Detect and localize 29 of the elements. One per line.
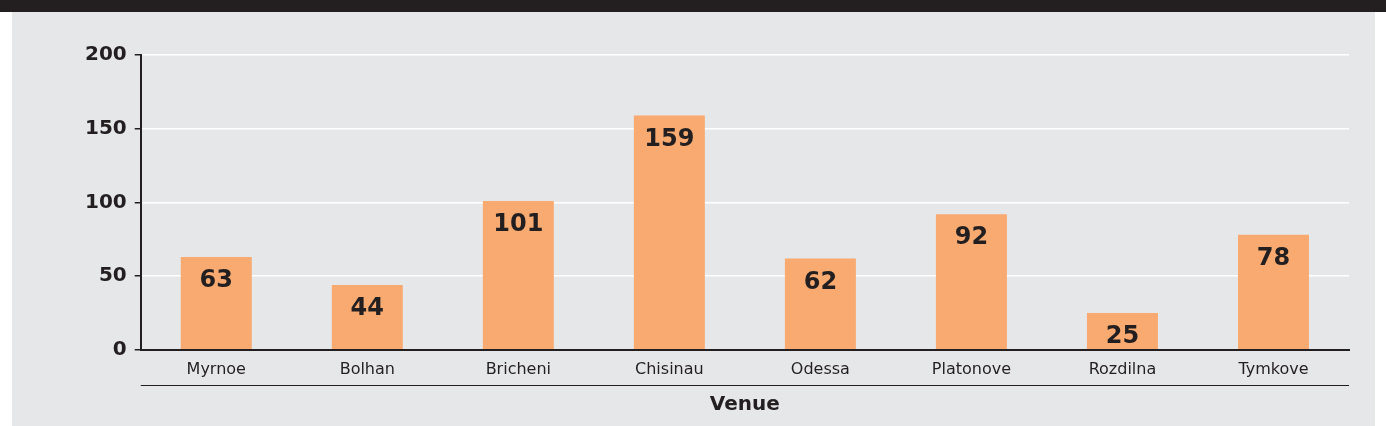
data-label: 101 [493, 209, 544, 238]
x-tick-label: Myrnoe [186, 358, 246, 378]
x-tick-label: Bricheni [485, 358, 552, 378]
bar [1237, 234, 1309, 350]
data-label: 44 [350, 293, 384, 322]
x-tick-label: Chisinau [635, 358, 704, 378]
bar [331, 284, 403, 350]
bar [935, 214, 1007, 350]
data-label: 62 [803, 266, 838, 295]
x-tick-label: Platonove [931, 358, 1012, 378]
bar [633, 115, 705, 350]
y-tick-label: 150 [85, 114, 127, 139]
bar [180, 256, 252, 350]
x-tick-label: Rozdilna [1088, 358, 1157, 378]
data-label: 63 [199, 265, 233, 294]
y-tick-label: 50 [98, 262, 127, 287]
data-label: 78 [1256, 243, 1291, 272]
y-tick-label: 200 [85, 41, 127, 66]
data-label: 25 [1105, 321, 1140, 350]
y-tick-label: 0 [112, 336, 127, 360]
x-tick-label: Bolhan [339, 358, 395, 378]
bar [482, 200, 554, 350]
bar [784, 258, 856, 350]
x-axis-title: Venue [709, 391, 780, 416]
x-tick-label: Odessa [790, 358, 850, 378]
data-label: 159 [644, 123, 695, 152]
data-label: 92 [954, 222, 989, 251]
y-tick-label: 100 [85, 188, 127, 213]
x-tick-label: Tymkove [1237, 358, 1309, 378]
